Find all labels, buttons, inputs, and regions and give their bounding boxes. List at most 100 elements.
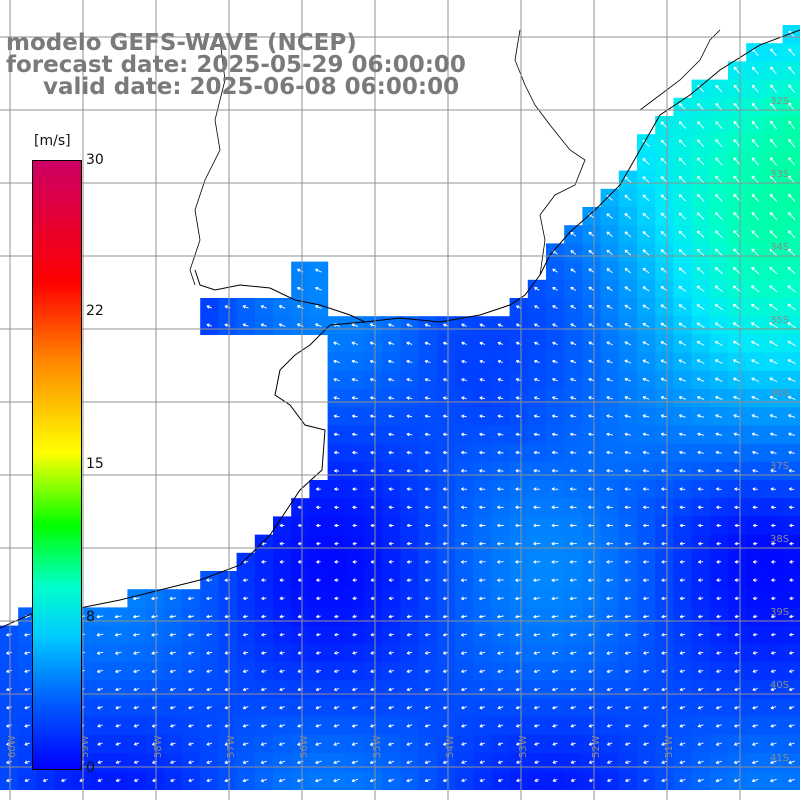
wind-arrow [606,249,613,256]
wind-arrow [24,687,31,692]
wind-arrow [242,614,249,619]
wind-arrow [279,687,285,692]
wind-arrow [697,487,704,491]
wind-arrow [787,248,796,257]
wind-arrow [751,84,759,93]
wind-arrow [678,432,686,437]
wind-arrow [460,560,468,564]
wind-arrow [661,742,668,746]
lat-label: 35S [770,315,789,326]
wind-arrow [516,760,522,764]
wind-arrow [789,614,794,619]
wind-arrow [752,487,758,491]
wind-arrow [533,596,541,601]
wind-arrow [642,267,650,274]
wind-arrow [497,323,504,327]
wind-arrow [570,432,577,437]
wind-arrow [461,669,467,673]
wind-arrow [606,705,613,710]
wind-arrow [406,487,413,491]
wind-arrow [351,377,359,382]
wind-arrow [533,450,540,455]
wind-arrow [751,340,760,347]
wind-arrow [333,687,340,692]
wind-arrow [751,359,760,365]
wind-arrow [461,359,467,364]
wind-arrow [497,341,504,346]
lon-label: 55W [372,735,383,758]
wind-arrow [588,359,595,364]
wind-arrow [716,505,722,510]
wind-arrow [752,560,758,564]
wind-arrow [552,341,558,346]
wind-arrow [388,651,394,655]
wind-arrow [460,596,468,601]
wind-arrow [479,505,486,510]
wind-arrow [624,231,632,238]
wind-arrow [770,669,777,673]
wind-arrow [534,778,540,783]
wind-arrow [788,120,796,130]
lat-label: 37S [770,461,789,472]
wind-arrow [661,505,668,510]
wind-arrow [187,633,195,637]
wind-arrow [789,578,794,582]
wind-arrow [479,323,485,327]
wind-arrow [551,468,559,473]
wind-arrow [534,742,540,746]
wind-arrow [388,632,394,637]
wind-arrow [406,341,413,346]
wind-arrow [497,778,503,783]
wind-arrow [424,450,431,455]
wind-arrow [733,432,741,437]
wind-arrow [660,212,668,220]
wind-arrow [352,651,358,655]
wind-arrow [279,596,285,601]
wind-arrow [770,66,777,75]
wind-cell [782,243,800,263]
wind-arrow [497,705,504,710]
wind-arrow [552,705,558,710]
wind-arrow [770,724,777,728]
wind-arrow [406,614,413,619]
wind-arrow [352,523,358,528]
wind-arrow [515,742,522,746]
wind-arrow [133,687,140,692]
wind-arrow [642,414,650,418]
wind-arrow [406,323,413,327]
wind-arrow [352,632,358,637]
wind-arrow [424,724,431,728]
wind-arrow [424,414,431,419]
wind-arrow [697,760,704,765]
wind-arrow [696,395,705,400]
wind-arrow [771,578,776,582]
wind-arrow [260,724,267,728]
wind-arrow [551,651,559,655]
wind-arrow [315,742,322,746]
wind-arrow [497,742,504,746]
wind-arrow [497,450,504,455]
lat-label: 40S [770,680,789,691]
wind-arrow [497,614,504,619]
wind-arrow [334,651,340,655]
wind-arrow [552,359,558,364]
wind-arrow [351,359,359,364]
wind-arrow [334,469,340,473]
wind-arrow [733,230,741,239]
wind-arrow [734,651,740,655]
wind-arrow [334,578,339,582]
wind-arrow [533,651,541,655]
wind-arrow [642,450,650,455]
wind-arrow [624,723,631,728]
river-plate-shore [194,269,366,323]
lat-label: 38S [770,534,789,545]
wind-arrow [242,760,249,764]
wind-arrow [734,541,740,546]
wind-arrow [406,377,413,382]
wind-arrow [497,432,504,437]
wind-arrow [679,705,686,710]
wind-arrow [771,560,776,564]
wind-arrow [697,432,705,437]
wind-arrow [551,487,559,491]
wind-arrow [606,723,613,728]
